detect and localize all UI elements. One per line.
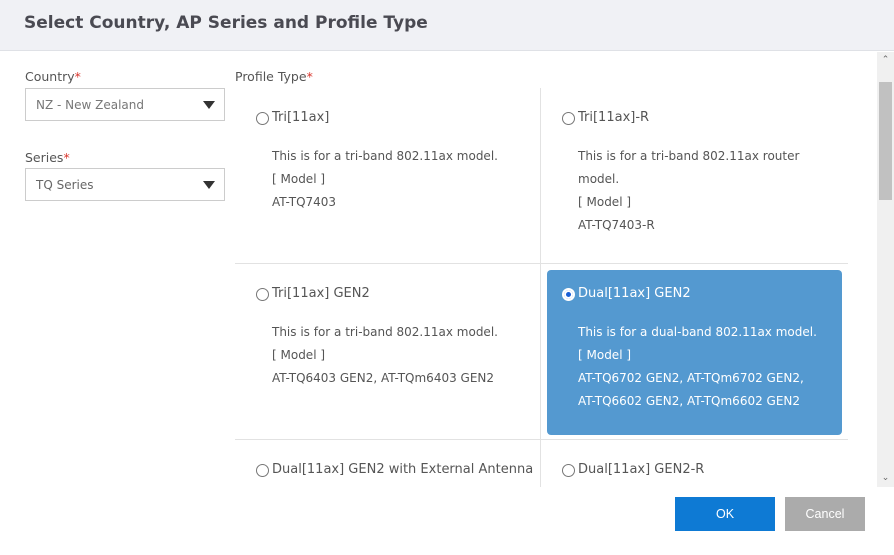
required-marker: * xyxy=(63,150,70,165)
profile-option[interactable]: Tri[11ax] This is for a tri-band 802.11ax… xyxy=(235,88,541,264)
series-label-text: Series xyxy=(25,150,64,165)
radio-button[interactable] xyxy=(256,464,269,477)
country-select[interactable]: NZ - New Zealand xyxy=(25,88,225,121)
description-line: AT-TQ6702 GEN2, AT-TQm6702 GEN2, xyxy=(578,371,804,385)
profile-type-grid: Tri[11ax] This is for a tri-band 802.11ax… xyxy=(235,88,848,487)
option-description: This is for a dual-band 802.11ax model. [… xyxy=(578,321,838,413)
description-line: [ Model ] xyxy=(272,348,326,362)
description-line: AT-TQ7403 xyxy=(272,195,337,209)
required-marker: * xyxy=(74,69,81,84)
dialog-title: Select Country, AP Series and Profile Ty… xyxy=(24,13,428,33)
series-select[interactable]: TQ Series xyxy=(25,168,225,201)
description-line: [ Model ] xyxy=(578,348,632,362)
scroll-down-icon[interactable]: ⌄ xyxy=(881,473,890,483)
description-line: This is for a dual-band 802.11ax model. xyxy=(578,325,817,339)
radio-button[interactable] xyxy=(256,112,269,125)
series-value: TQ Series xyxy=(36,178,94,192)
description-line: AT-TQ7403-R xyxy=(578,218,655,232)
scrollbar[interactable]: ⌃ ⌄ xyxy=(877,52,894,487)
profile-type-label-text: Profile Type xyxy=(235,69,307,84)
option-title: Dual[11ax] GEN2 with External Antenna xyxy=(272,462,534,477)
country-value: NZ - New Zealand xyxy=(36,98,145,112)
country-label-text: Country xyxy=(25,69,75,84)
divider xyxy=(235,263,848,264)
option-title: Tri[11ax]-R xyxy=(578,110,650,125)
description-line: [ Model ] xyxy=(272,172,326,186)
ok-button[interactable]: OK xyxy=(675,497,775,531)
description-line: This is for a tri-band 802.11ax model. xyxy=(272,149,498,163)
option-description: This is for a tri-band 802.11ax router mo… xyxy=(578,145,838,237)
option-title: Tri[11ax] GEN2 xyxy=(272,286,370,301)
description-line: This is for a tri-band 802.11ax model. xyxy=(272,325,498,339)
profile-option[interactable]: Dual[11ax] GEN2 with External Antenna xyxy=(235,440,541,487)
required-marker: * xyxy=(306,69,313,84)
divider xyxy=(540,88,541,487)
dropdown-arrow-icon xyxy=(203,101,215,109)
option-background xyxy=(547,270,842,435)
description-line: AT-TQ6602 GEN2, AT-TQm6602 GEN2 xyxy=(578,394,801,408)
profile-option[interactable]: Dual[11ax] GEN2-R xyxy=(541,440,847,487)
profile-option[interactable]: Tri[11ax]-R This is for a tri-band 802.11… xyxy=(541,88,847,264)
description-line: model. xyxy=(578,172,620,186)
option-description: This is for a tri-band 802.11ax model. [ … xyxy=(272,321,532,390)
description-line: [ Model ] xyxy=(578,195,632,209)
option-description: This is for a tri-band 802.11ax model. [ … xyxy=(272,145,532,214)
option-title: Dual[11ax] GEN2-R xyxy=(578,462,705,477)
radio-button[interactable] xyxy=(562,112,575,125)
option-title: Dual[11ax] GEN2 xyxy=(578,286,691,301)
dialog-header: Select Country, AP Series and Profile Ty… xyxy=(0,0,894,51)
description-line: This is for a tri-band 802.11ax router xyxy=(578,149,800,163)
radio-button[interactable] xyxy=(562,288,575,301)
profile-type-label: Profile Type* xyxy=(235,69,313,84)
cancel-button[interactable]: Cancel xyxy=(785,497,865,531)
divider xyxy=(235,439,848,440)
radio-button[interactable] xyxy=(256,288,269,301)
description-line: AT-TQ6403 GEN2, AT-TQm6403 GEN2 xyxy=(272,371,495,385)
profile-option[interactable]: Dual[11ax] GEN2 This is for a dual-band 8… xyxy=(541,264,847,440)
radio-button[interactable] xyxy=(562,464,575,477)
dropdown-arrow-icon xyxy=(203,181,215,189)
scroll-up-icon[interactable]: ⌃ xyxy=(881,55,890,65)
country-label: Country* xyxy=(25,69,81,84)
profile-option[interactable]: Tri[11ax] GEN2 This is for a tri-band 802… xyxy=(235,264,541,440)
series-label: Series* xyxy=(25,150,70,165)
option-title: Tri[11ax] xyxy=(272,110,330,125)
scrollbar-thumb[interactable] xyxy=(879,82,892,200)
